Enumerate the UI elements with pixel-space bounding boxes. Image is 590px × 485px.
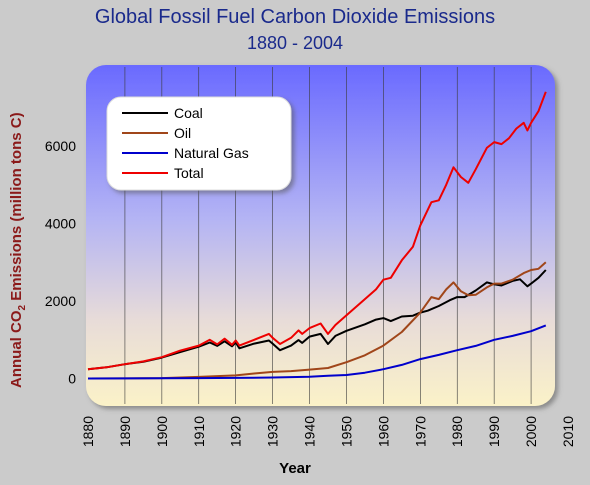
x-tick-label: 1990 [486,416,502,447]
y-tick-label: 4000 [45,216,76,232]
x-tick-label: 1930 [265,416,281,447]
y-axis-label-main: Annual CO [8,310,25,389]
legend-label: Coal [174,105,203,121]
y-tick-label: 0 [68,371,76,387]
y-axis-label: Annual CO2 Emissions (million tons C) [8,112,28,388]
y-tick-label: 6000 [45,138,76,154]
x-tick-label: 1880 [80,416,96,447]
legend-box [106,96,292,191]
x-tick-label: 1890 [117,416,133,447]
x-tick-label: 2010 [560,416,576,447]
series-line-total [87,91,547,371]
y-axis-label-units: Emissions (million tons C) [8,112,25,305]
x-tick-label: 1900 [154,416,170,447]
chart-title: Global Fossil Fuel Carbon Dioxide Emissi… [94,6,496,28]
x-tick-label: 1970 [412,416,428,447]
x-tick-label: 1910 [191,416,207,447]
chart-subtitle: 1880 - 2004 [246,33,344,53]
series-line-natural-gas [87,324,547,380]
series-line-coal [87,269,547,371]
y-tick-label: 2000 [45,293,76,309]
x-tick-label: 1920 [228,416,244,447]
series-line-oil [87,261,547,380]
legend-label: Oil [174,125,191,141]
x-tick-label: 1950 [338,416,354,447]
x-tick-label: 1960 [375,416,391,447]
y-axis-label-subscript: 2 [17,304,28,311]
x-axis-label: Year [279,460,311,477]
x-tick-label: 2000 [523,416,539,447]
x-tick-label: 1940 [302,416,318,447]
x-tick-label: 1980 [449,416,465,447]
legend-label: Total [174,165,204,181]
legend-label: Natural Gas [174,145,249,161]
